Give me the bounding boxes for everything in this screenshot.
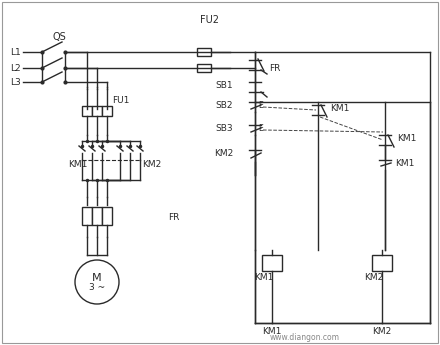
- Text: M: M: [92, 273, 102, 283]
- Text: L2: L2: [10, 63, 21, 72]
- Text: KM1: KM1: [68, 159, 88, 168]
- Text: KM2: KM2: [142, 159, 161, 168]
- Text: FR: FR: [269, 63, 280, 72]
- Bar: [92, 106, 102, 116]
- Text: KM1: KM1: [254, 273, 274, 282]
- Text: KM2: KM2: [364, 273, 384, 282]
- Text: FU1: FU1: [112, 96, 129, 105]
- Text: SB1: SB1: [215, 80, 233, 89]
- Bar: [92, 207, 102, 225]
- Text: KM1: KM1: [330, 104, 349, 112]
- Bar: [197, 64, 211, 72]
- Text: www.diangon.com: www.diangon.com: [270, 333, 340, 342]
- Text: L3: L3: [10, 78, 21, 87]
- Bar: [262, 255, 282, 271]
- Bar: [197, 48, 211, 56]
- Bar: [372, 255, 392, 271]
- Bar: [82, 207, 92, 225]
- Text: KM2: KM2: [372, 326, 392, 335]
- Text: 3 ~: 3 ~: [89, 284, 105, 293]
- Text: KM1: KM1: [395, 158, 414, 168]
- Circle shape: [75, 260, 119, 304]
- Text: E: E: [258, 124, 263, 132]
- Text: KM1: KM1: [397, 134, 416, 142]
- Text: L1: L1: [10, 48, 21, 57]
- Text: KM1: KM1: [262, 326, 282, 335]
- Text: SB2: SB2: [216, 100, 233, 109]
- Text: KM2: KM2: [214, 148, 233, 158]
- Bar: [102, 207, 112, 225]
- Text: FU2: FU2: [200, 15, 219, 25]
- Text: FR: FR: [168, 213, 180, 221]
- Bar: [102, 106, 112, 116]
- Bar: [82, 106, 92, 116]
- Text: SB3: SB3: [215, 124, 233, 132]
- Text: QS: QS: [52, 32, 66, 42]
- Text: E: E: [258, 100, 263, 109]
